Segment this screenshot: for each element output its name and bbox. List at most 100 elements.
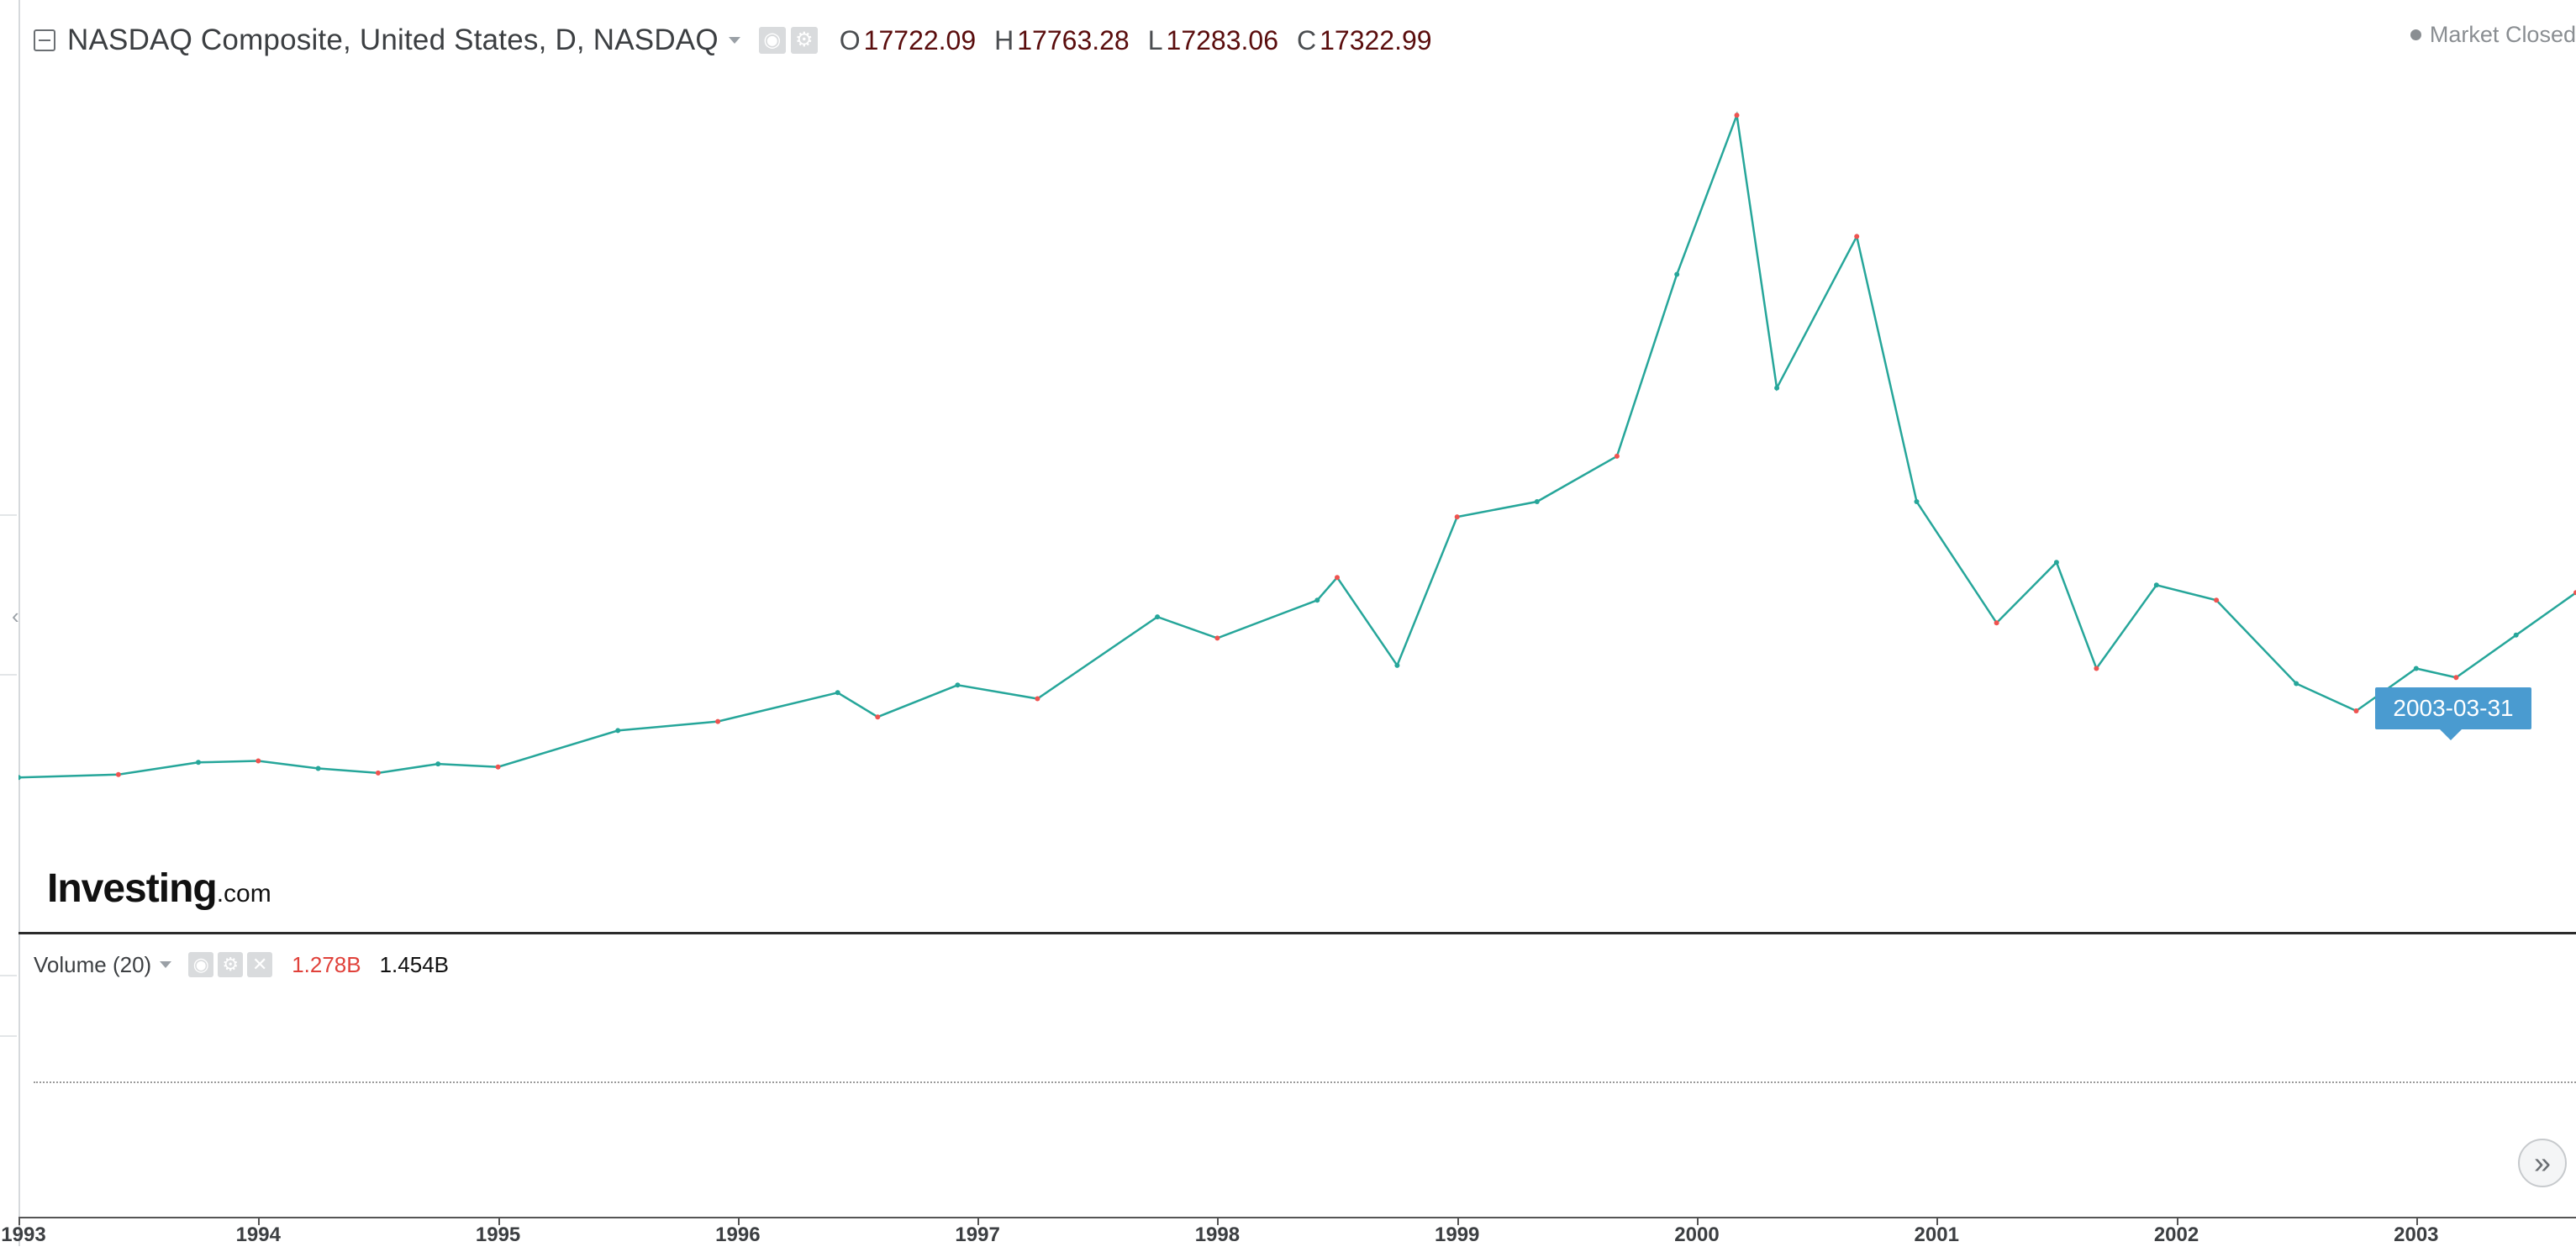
eye-icon[interactable]: ◉ xyxy=(188,952,214,977)
price-point xyxy=(435,761,441,767)
price-point xyxy=(1674,271,1680,277)
open-value: 17722.09 xyxy=(863,24,977,55)
price-chart[interactable] xyxy=(18,0,2576,931)
x-axis-tick-label: 1997 xyxy=(955,1223,1000,1246)
price-point xyxy=(196,760,201,766)
x-axis-tick xyxy=(1696,1218,1699,1225)
x-axis-tick xyxy=(1936,1218,1939,1225)
gear-icon[interactable]: ⚙ xyxy=(218,952,244,977)
x-axis-tick-label: 2002 xyxy=(2153,1223,2199,1246)
low-value: 17283.06 xyxy=(1166,24,1278,55)
price-point xyxy=(255,758,261,764)
price-point xyxy=(2513,632,2519,638)
x-axis-tick xyxy=(18,1218,20,1225)
market-status-label: Market Closed xyxy=(2429,22,2576,47)
x-axis-tick xyxy=(2415,1218,2418,1225)
x-axis-tick-label: 2000 xyxy=(1674,1223,1720,1246)
x-axis-tick-label: 2003 xyxy=(2394,1223,2439,1246)
x-axis-tick xyxy=(1217,1218,1220,1225)
price-point xyxy=(1734,113,1740,118)
price-point xyxy=(315,766,321,771)
x-axis-tick xyxy=(498,1218,500,1225)
x-axis-tick-label: 2001 xyxy=(1914,1223,1959,1246)
high-key: H xyxy=(994,24,1014,55)
x-axis-tick-label: 1999 xyxy=(1434,1223,1480,1246)
open-key: O xyxy=(839,24,861,55)
price-point xyxy=(2153,582,2159,588)
pane-divider[interactable] xyxy=(18,932,2576,934)
price-point xyxy=(2353,708,2359,713)
price-point xyxy=(375,770,381,776)
chevron-down-icon[interactable] xyxy=(728,37,740,44)
investing-logo: Investing.com xyxy=(47,866,271,912)
rail-divider xyxy=(0,674,17,676)
price-point xyxy=(1454,514,1460,520)
symbol-title[interactable]: NASDAQ Composite, United States, D, NASD… xyxy=(67,24,719,56)
price-point xyxy=(115,771,121,777)
rail-collapse-handle[interactable]: ‹ xyxy=(12,603,19,629)
volume-baseline xyxy=(34,1081,2576,1083)
close-value: 17322.99 xyxy=(1320,24,1432,55)
date-tooltip: 2003-03-31 xyxy=(2375,687,2531,740)
market-status: Market Closed xyxy=(2410,22,2576,48)
volume-value-2: 1.454B xyxy=(379,951,449,977)
low-key: L xyxy=(1147,24,1163,55)
price-point xyxy=(2214,597,2220,603)
x-axis-tick xyxy=(2176,1218,2178,1225)
logo-suffix: .com xyxy=(216,880,271,908)
price-point xyxy=(2294,681,2299,687)
x-axis-tick-label: 1998 xyxy=(1194,1223,1241,1246)
x-axis-tick-label: 1995 xyxy=(475,1223,521,1246)
price-point xyxy=(1774,385,1780,391)
gear-icon[interactable]: ⚙ xyxy=(790,27,818,54)
price-point xyxy=(1335,575,1340,581)
close-icon[interactable]: ✕ xyxy=(247,952,273,977)
price-point xyxy=(1614,453,1620,459)
x-axis-tick-label: 1994 xyxy=(235,1223,281,1246)
price-point xyxy=(1035,696,1040,702)
high-value: 17763.28 xyxy=(1017,24,1130,55)
price-point xyxy=(2413,666,2419,671)
double-chevron-right-icon: » xyxy=(2533,1145,2552,1180)
collapse-legend-button[interactable] xyxy=(34,29,55,51)
rail-divider xyxy=(0,514,17,516)
x-axis-tick xyxy=(977,1218,980,1225)
price-point xyxy=(1394,662,1400,668)
price-point xyxy=(2453,675,2459,681)
scroll-to-latest-button[interactable]: » xyxy=(2518,1139,2567,1187)
logo-main: Investing xyxy=(47,866,218,911)
rail-divider xyxy=(0,1035,17,1037)
price-point xyxy=(495,764,501,770)
volume-title[interactable]: Volume (20) xyxy=(34,951,152,977)
price-point xyxy=(715,718,721,724)
price-point xyxy=(1534,499,1540,504)
x-axis-tick xyxy=(258,1218,261,1225)
volume-legend: Volume (20) ◉ ⚙ ✕ 1.278B 1.454B xyxy=(34,948,449,981)
x-axis[interactable] xyxy=(18,1217,2576,1218)
ohlc-values: O 17722.09 H 17763.28 L 17283.06 C 17322.99 xyxy=(840,25,1432,56)
chart-legend: NASDAQ Composite, United States, D, NASD… xyxy=(34,17,1432,64)
price-point xyxy=(875,714,881,720)
price-point xyxy=(1314,597,1320,603)
status-dot-icon xyxy=(2410,29,2421,40)
left-toolbar-rail: ‹ xyxy=(0,0,20,1246)
x-axis-tick xyxy=(1457,1218,1459,1225)
volume-value-1: 1.278B xyxy=(292,951,361,977)
price-point xyxy=(1914,499,1920,504)
x-axis-tick-label: 1996 xyxy=(715,1223,761,1246)
chevron-down-icon[interactable] xyxy=(160,961,172,968)
price-point xyxy=(835,690,840,696)
price-point xyxy=(18,775,21,781)
price-point xyxy=(615,728,621,734)
price-point xyxy=(2053,560,2059,566)
price-point xyxy=(2573,590,2576,596)
price-point xyxy=(1854,234,1860,239)
price-series-line xyxy=(18,111,2576,779)
price-point xyxy=(1155,614,1161,620)
eye-icon[interactable]: ◉ xyxy=(758,27,786,54)
x-axis-tick xyxy=(737,1218,740,1225)
x-axis-tick-label: 1993 xyxy=(1,1223,46,1246)
close-key: C xyxy=(1296,24,1317,55)
price-point xyxy=(2094,666,2099,671)
price-point xyxy=(1214,635,1220,641)
